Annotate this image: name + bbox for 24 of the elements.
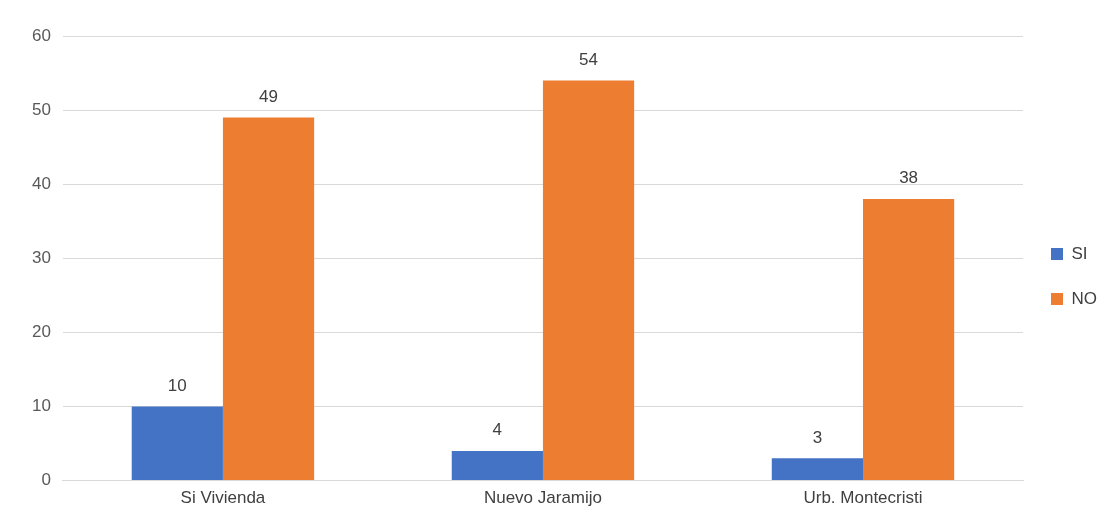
- x-tick-label: Si Vivienda: [180, 488, 266, 508]
- bar: [771, 458, 863, 481]
- data-label: 3: [812, 427, 823, 447]
- y-tick-label: 60: [31, 25, 51, 45]
- data-label: 4: [492, 420, 503, 440]
- legend-label: NO: [1071, 288, 1097, 308]
- data-label: 54: [579, 49, 599, 69]
- x-tick-label: Nuevo Jaramijo: [483, 488, 603, 508]
- y-tick-label: 40: [31, 173, 51, 193]
- bar: [222, 117, 315, 481]
- y-tick-label: 20: [31, 322, 51, 342]
- bar: [131, 406, 223, 481]
- y-tick-label: 30: [31, 247, 51, 267]
- data-label: 38: [899, 168, 919, 188]
- x-tick-label: Urb. Montecristi: [803, 488, 923, 508]
- bar: [451, 450, 543, 481]
- bar: [862, 199, 955, 481]
- bar: [542, 80, 635, 481]
- legend-label: SI: [1071, 243, 1088, 263]
- y-tick-label: 50: [31, 99, 51, 119]
- y-tick-label: 0: [41, 470, 51, 490]
- data-label: 10: [167, 375, 187, 395]
- y-tick-label: 10: [31, 396, 51, 416]
- data-label: 49: [259, 86, 278, 106]
